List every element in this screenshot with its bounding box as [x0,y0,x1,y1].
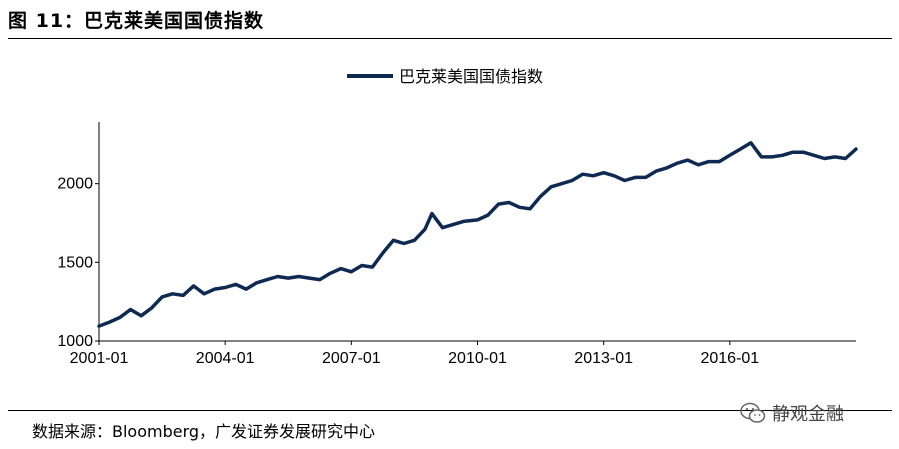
watermark-text: 静观金融 [772,404,844,425]
x-tick-label: 2010-01 [448,350,507,367]
legend-label: 巴克莱美国国债指数 [399,67,543,86]
series-line [97,141,858,328]
watermark: 静观金融 [740,400,844,426]
chart-legend: 巴克莱美国国债指数 [347,67,543,86]
line-chart: 1000 1500 2000 2001-01 2004-01 2007-01 2010-01… [57,67,858,367]
source-note: 数据来源：Bloomberg，广发证券发展研究中心 [32,422,376,441]
wechat-icon [740,402,766,423]
bottom-rule [8,410,892,411]
x-tick-label: 2004-01 [196,350,255,367]
x-tick-label: 2013-01 [574,350,633,367]
x-tick-label: 2001-01 [70,350,129,367]
x-tick-label: 2016-01 [700,350,759,367]
y-tick-label: 2000 [57,176,93,193]
chart-series [97,141,858,328]
chart-axes [98,122,856,342]
chart-ticks: 1000 1500 2000 2001-01 2004-01 2007-01 2010-01… [57,176,759,367]
x-tick-label: 2007-01 [322,350,381,367]
y-tick-label: 1000 [57,333,93,350]
figure-title: 图 11：巴克莱美国国债指数 [8,10,265,32]
top-rule [8,38,892,39]
y-tick-label: 1500 [57,254,93,271]
